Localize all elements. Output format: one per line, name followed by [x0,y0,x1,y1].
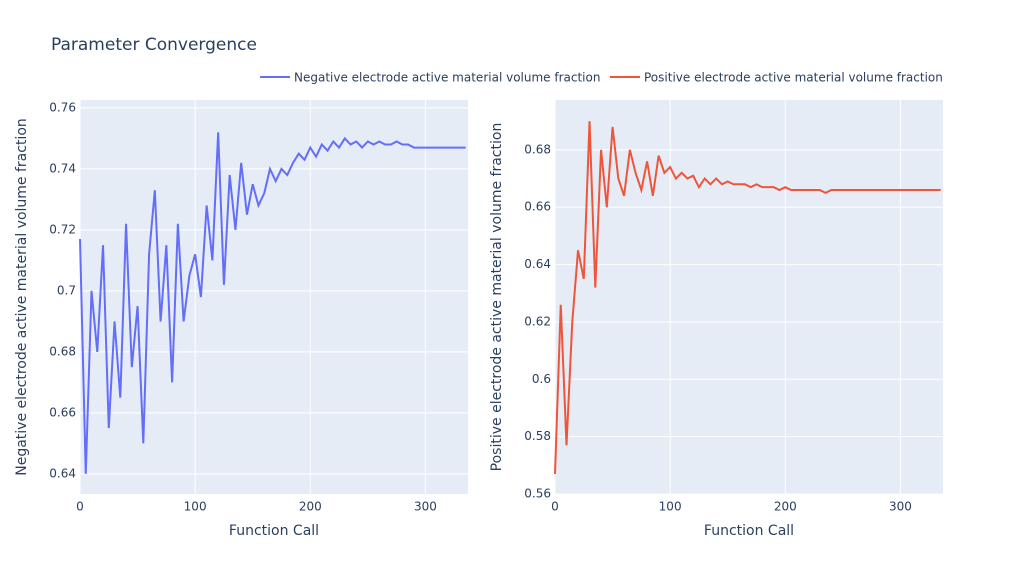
y-axis-title: Positive electrode active material volum… [489,123,505,472]
y-tick-label: 0.72 [49,222,76,236]
legend-label: Positive electrode active material volum… [644,71,943,85]
y-tick-label: 0.66 [524,200,551,214]
y-tick-label: 0.74 [49,161,76,175]
x-tick-label: 0 [76,500,84,514]
x-tick-label: 0 [551,500,559,514]
y-tick-label: 0.62 [524,314,551,328]
y-tick-label: 0.68 [49,344,76,358]
y-tick-label: 0.76 [49,100,76,114]
x-axis-title: Function Call [704,523,794,539]
x-tick-label: 100 [184,500,207,514]
x-axis-title: Function Call [229,523,319,539]
y-tick-label: 0.6 [532,372,551,386]
plot-area [555,100,943,494]
plot-area [80,100,468,494]
y-tick-label: 0.66 [49,405,76,419]
y-tick-label: 0.56 [524,487,551,501]
x-tick-label: 200 [299,500,322,514]
legend: Negative electrode active material volum… [260,71,943,85]
y-axis-title: Negative electrode active material volum… [14,118,30,476]
x-tick-label: 100 [659,500,682,514]
y-tick-label: 0.7 [57,283,76,297]
data-line [554,121,941,474]
legend-label: Negative electrode active material volum… [294,71,600,85]
y-tick-label: 0.64 [524,257,551,271]
x-tick-label: 300 [414,500,437,514]
data-line [79,132,466,474]
x-tick-label: 200 [774,500,797,514]
y-tick-label: 0.68 [524,142,551,156]
y-tick-label: 0.64 [49,466,76,480]
chart-title: Parameter Convergence [51,35,257,55]
x-tick-label: 300 [889,500,912,514]
y-tick-label: 0.58 [524,429,551,443]
